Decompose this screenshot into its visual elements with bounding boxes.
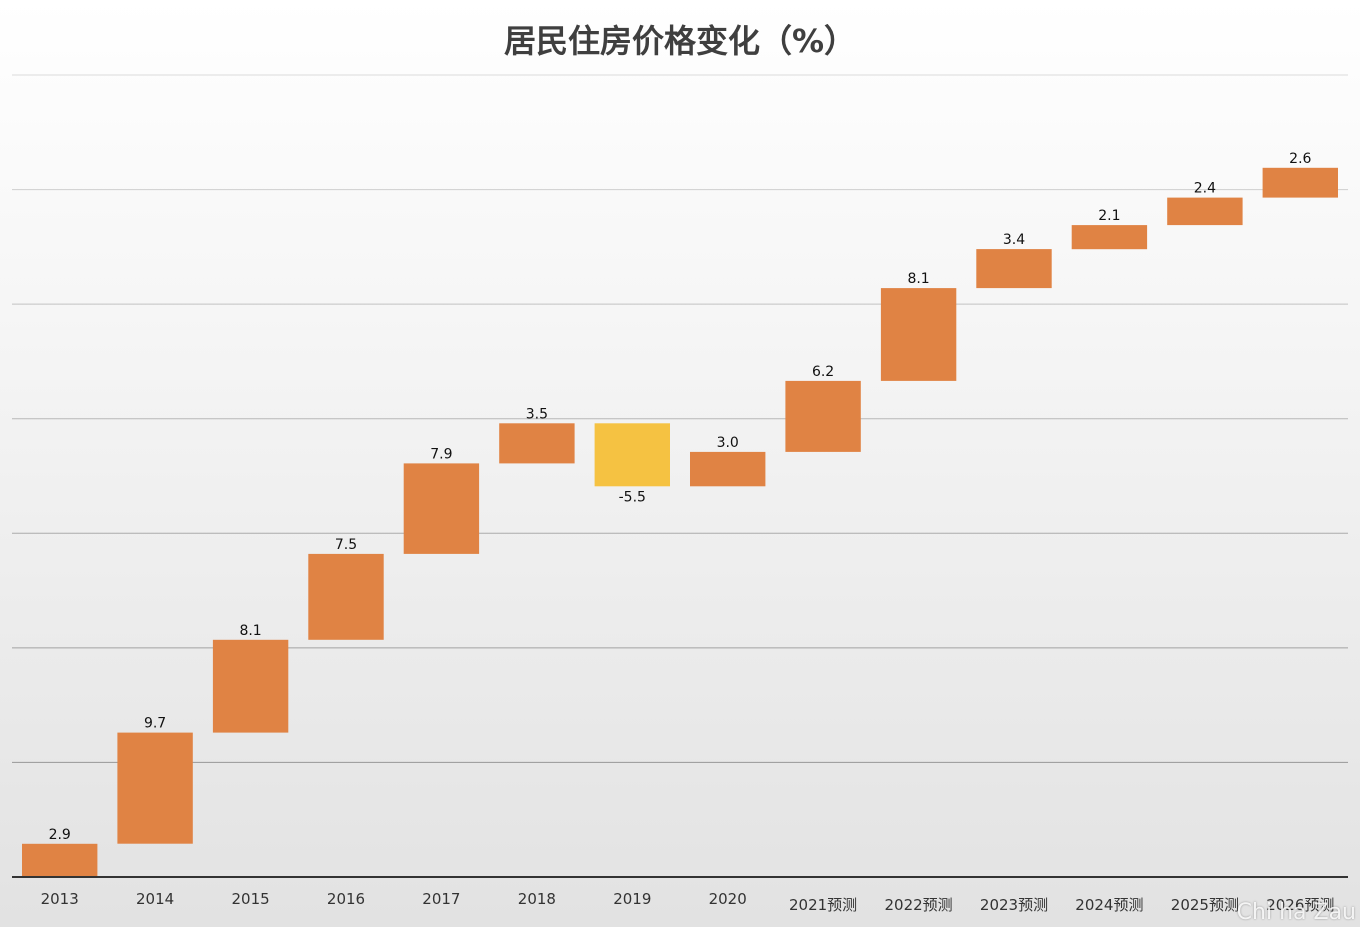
bar-value-label: 8.1 [907,271,929,287]
x-tick-label: 2025预测 [1171,896,1239,914]
bar-2024预测 [1071,225,1148,250]
bar-2020 [690,451,766,487]
x-tick-label: 2018 [518,890,556,908]
watermark: Chi ha Zau [1236,900,1356,925]
bar-value-label: 2.4 [1194,181,1216,197]
x-tick-label: 2023预测 [980,896,1048,914]
bars [22,167,1338,877]
bar-value-label: -5.5 [619,489,646,505]
chart-title: 居民住房价格变化（%） [503,22,857,60]
x-tick-label: 2022预测 [885,896,953,914]
x-tick-label: 2026预测 [1266,896,1334,914]
bar-2026预测 [1262,167,1338,198]
bar-value-label: 7.9 [430,446,452,462]
bar-2014 [117,732,193,844]
x-tick-label: 2019 [613,890,651,908]
bar-value-label: 2.9 [49,827,71,843]
bar-value-label: 2.1 [1098,208,1120,224]
bar-2018 [499,423,575,464]
x-tick-label: 2016 [327,890,365,908]
bar-value-label: 7.5 [335,537,357,553]
bar-2023预测 [976,249,1052,289]
gridlines [12,74,1348,763]
bar-labels: 2.9 9.7 8.1 7.5 7.9 3.5 -5.5 3.0 6.2 8.1 3.4 2.1 2.4… [49,151,1312,843]
bar-2015 [212,639,289,733]
bar-value-label: 3.5 [526,406,548,422]
x-tick-label: 2015 [232,890,270,908]
bar-value-label: 6.2 [812,364,834,380]
bar-value-label: 3.4 [1003,232,1025,248]
x-tick-label: 2020 [709,890,747,908]
x-tick-label: 2013 [41,890,79,908]
bar-value-label: 2.6 [1289,151,1311,167]
bar-2019 [594,423,670,487]
x-tick-labels: 2013 2014 2015 2016 2017 2018 2019 2020 2021预测 20… [41,890,1335,914]
bar-value-label: 8.1 [239,623,261,639]
x-tick-label: 2021预测 [789,896,857,914]
bar-2017 [403,463,480,554]
bar-2022预测 [880,288,957,381]
bar-value-label: 3.0 [717,435,739,451]
x-tick-label: 2017 [422,890,460,908]
x-tick-label: 2024预测 [1075,896,1143,914]
bar-2016 [308,553,384,640]
bar-value-label: 9.7 [144,716,166,732]
x-tick-label: 2014 [136,890,174,908]
bar-2013 [22,843,98,877]
bar-2025预测 [1167,197,1243,226]
bar-2021预测 [785,380,861,452]
